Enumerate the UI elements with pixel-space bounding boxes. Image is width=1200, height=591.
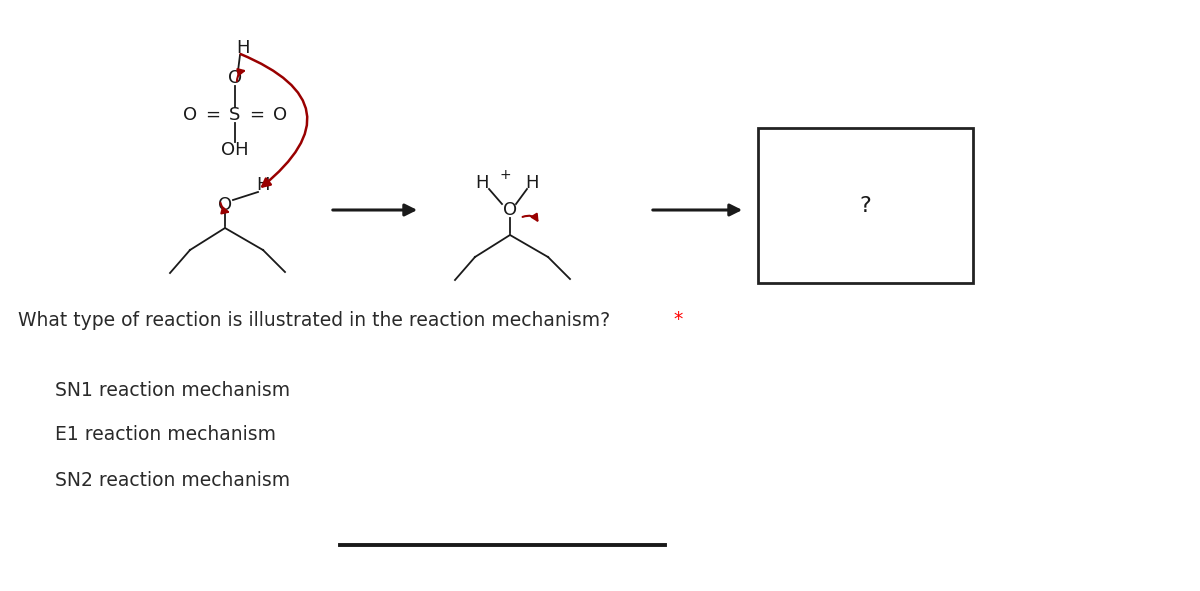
Text: O: O — [503, 201, 517, 219]
Bar — [758, 128, 973, 283]
Text: O: O — [272, 106, 287, 124]
Text: +: + — [499, 168, 511, 182]
Text: O: O — [228, 69, 242, 87]
Text: O: O — [182, 106, 197, 124]
Text: O: O — [218, 196, 232, 214]
Text: What type of reaction is illustrated in the reaction mechanism?: What type of reaction is illustrated in … — [18, 310, 610, 330]
Text: OH: OH — [221, 141, 248, 159]
Text: H: H — [526, 174, 539, 192]
Text: H: H — [475, 174, 488, 192]
Text: H: H — [257, 176, 270, 194]
Text: ?: ? — [859, 196, 871, 216]
Text: S: S — [229, 106, 241, 124]
Text: =: = — [205, 106, 221, 124]
Text: SN1 reaction mechanism: SN1 reaction mechanism — [55, 381, 290, 400]
Text: =: = — [250, 106, 264, 124]
Text: H: H — [236, 39, 250, 57]
Text: SN2 reaction mechanism: SN2 reaction mechanism — [55, 470, 290, 489]
Text: E1 reaction mechanism: E1 reaction mechanism — [55, 426, 276, 444]
Text: *: * — [673, 310, 683, 330]
